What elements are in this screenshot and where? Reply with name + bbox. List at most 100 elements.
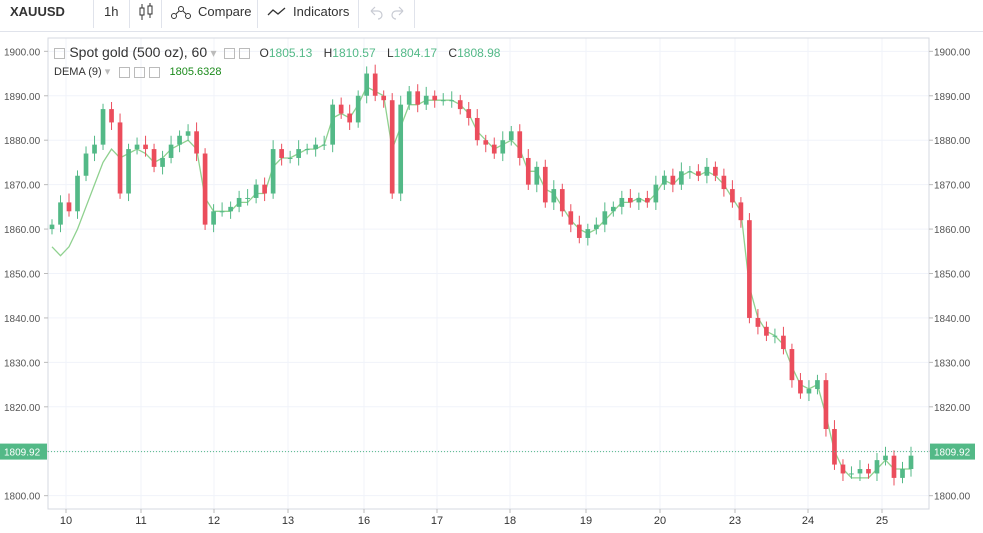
dema-layer	[51, 86, 911, 479]
collapse-legend-icon[interactable]	[54, 48, 65, 60]
series-menu-chevron-icon[interactable]: ▾	[210, 46, 217, 60]
candle-body	[143, 144, 148, 150]
candles-style-icon[interactable]	[138, 2, 154, 34]
candle-body	[687, 171, 693, 173]
last-price-badge-left	[0, 443, 47, 460]
x-tick-label: 11	[135, 515, 146, 527]
dema-line	[51, 86, 911, 479]
candle-body	[823, 380, 829, 430]
candle-body	[815, 380, 820, 390]
candle-body	[849, 473, 854, 475]
candle-body	[432, 95, 438, 101]
y-tick-label-left: 1820.00	[4, 403, 41, 414]
candle-body	[134, 144, 140, 150]
candle-body	[508, 131, 514, 141]
indicators-icon[interactable]	[267, 2, 287, 34]
candle-body	[610, 206, 616, 212]
undo-icon[interactable]	[368, 2, 384, 34]
series-format-icon[interactable]	[239, 48, 251, 60]
toolbar-separator	[414, 0, 415, 28]
y-tick-label-left: 1870.00	[4, 181, 41, 192]
candle-body	[253, 184, 259, 198]
y-tick-label-left: 1860.00	[4, 225, 41, 236]
candle-body	[900, 469, 905, 478]
candle-body	[347, 113, 353, 123]
candle-body	[653, 184, 659, 203]
grid	[48, 38, 929, 509]
last-price-label-right: 1809.92	[934, 448, 971, 459]
candle-body	[576, 224, 582, 238]
candle-body	[440, 100, 446, 102]
y-tick-label-left: 1880.00	[4, 136, 41, 147]
candle-body	[738, 202, 744, 221]
candle-body	[406, 91, 412, 105]
y-tick-label-right: 1820.00	[934, 403, 971, 414]
ohlc-open-label: O	[259, 46, 269, 60]
indicator-menu-chevron-icon[interactable]: ▾	[104, 66, 111, 78]
candle-body	[491, 144, 497, 154]
candle-body	[551, 189, 557, 203]
compare-icon[interactable]	[170, 2, 192, 34]
last-price-badge-right	[930, 443, 975, 460]
ohlc-open-value: 1805.13	[268, 46, 313, 60]
candle-body	[662, 175, 667, 185]
candles	[49, 64, 914, 486]
toolbar-separator	[161, 0, 162, 28]
y-tick-label-left: 1830.00	[4, 358, 41, 369]
symbol-search[interactable]: XAUUSD	[10, 4, 65, 19]
x-tick-label: 10	[60, 515, 72, 527]
chart-toolbar: XAUUSD 1h Compare Indicators	[0, 0, 983, 32]
ohlc-low-value: 1804.17	[393, 46, 438, 60]
candle-body	[874, 460, 880, 474]
y-tick-label-right: 1870.00	[934, 181, 971, 192]
candle-body	[449, 100, 455, 102]
candle-body	[832, 429, 837, 465]
candle-body	[474, 117, 480, 141]
x-tick-label: 18	[504, 515, 516, 527]
candle-body	[83, 153, 89, 176]
redo-icon[interactable]	[390, 2, 406, 34]
candle-body	[542, 166, 548, 203]
candle-body	[559, 189, 565, 212]
candle-body	[262, 184, 267, 194]
indicator-settings-icon[interactable]	[119, 66, 131, 78]
toolbar-separator	[129, 0, 130, 28]
candle-body	[49, 224, 55, 230]
candle-body	[109, 109, 114, 123]
toolbar-separator	[93, 0, 94, 28]
candle-body	[483, 140, 489, 145]
candle-body	[296, 149, 301, 158]
candle-body	[185, 131, 191, 136]
candle-body	[415, 91, 421, 105]
series-settings-icon[interactable]	[223, 48, 235, 60]
interval-button[interactable]: 1h	[104, 4, 119, 19]
compare-button[interactable]: Compare	[198, 4, 252, 19]
candle-body	[304, 149, 310, 151]
candle-body	[117, 122, 123, 194]
indicators-button[interactable]: Indicators	[293, 4, 350, 19]
ohlc-high-label: H	[323, 46, 333, 60]
candle-body	[194, 131, 199, 154]
candle-body	[228, 206, 233, 212]
y-tick-label-left: 1850.00	[4, 270, 41, 281]
indicator-remove-icon[interactable]	[149, 66, 161, 78]
candle-body	[696, 171, 701, 176]
indicator-hide-icon[interactable]	[134, 66, 146, 78]
ohlc-close-value: 1808.98	[457, 46, 501, 60]
candle-body	[160, 157, 165, 167]
candle-body	[619, 197, 625, 207]
candle-body	[126, 149, 131, 194]
candle-body	[338, 104, 344, 114]
x-tick-label: 25	[876, 515, 888, 527]
indicator-value: 1805.6328	[169, 66, 222, 78]
series-title: Spot gold (500 oz), 60	[69, 44, 208, 60]
x-tick-label: 23	[729, 515, 741, 527]
candle-body	[58, 202, 63, 225]
candle-body	[500, 140, 506, 154]
x-tick-label: 20	[654, 515, 666, 527]
y-tick-label-right: 1900.00	[934, 47, 971, 58]
candle-body	[279, 149, 284, 158]
candle-body	[534, 166, 540, 185]
y-tick-label-right: 1880.00	[934, 136, 971, 147]
